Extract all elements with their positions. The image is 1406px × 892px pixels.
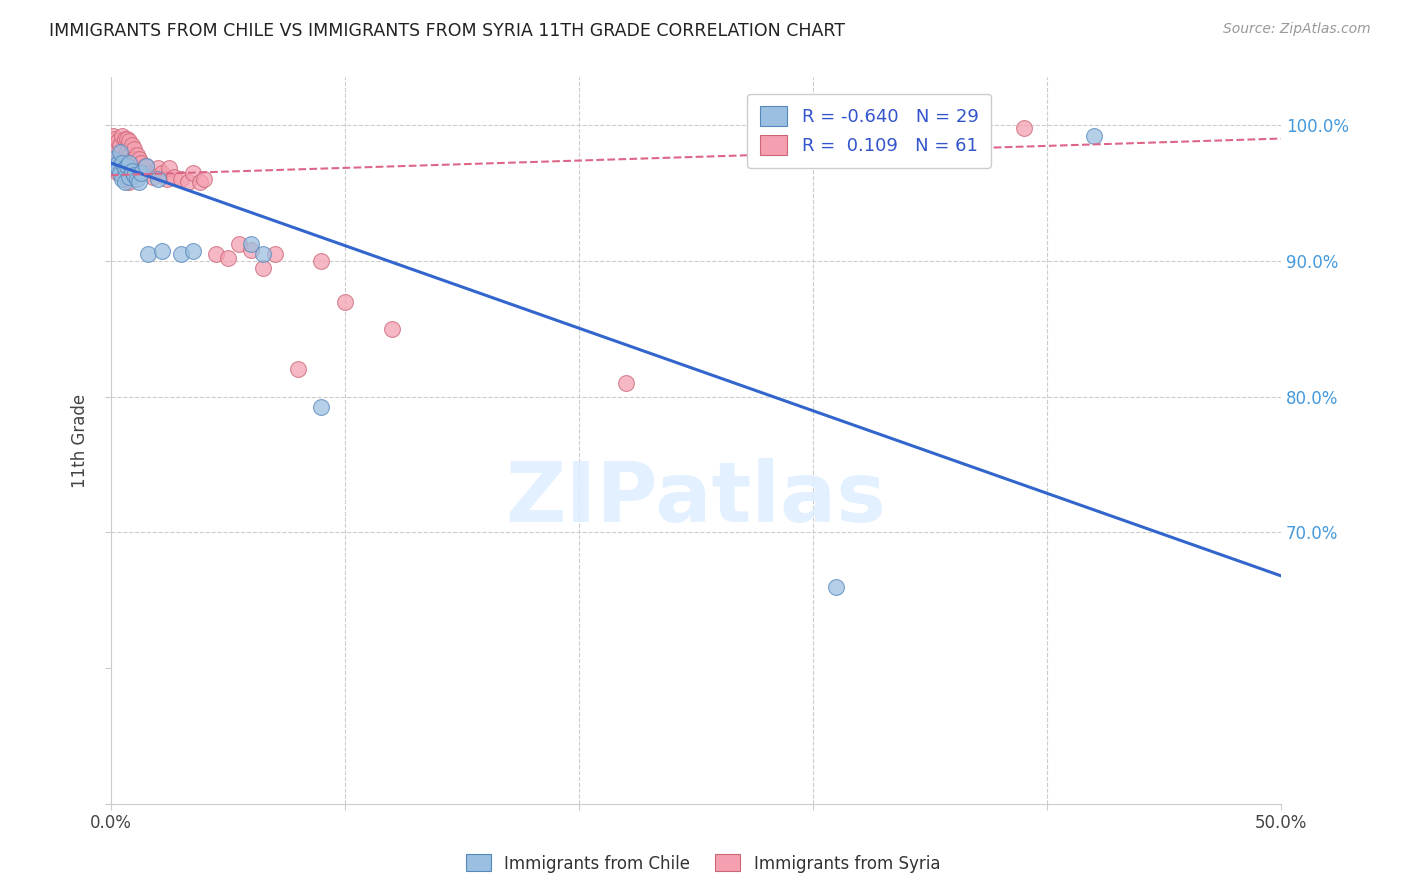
Point (111, 172, 134, 186)
Point (311, 401, 333, 415)
Point (156, 172, 179, 186)
Point (333, 294, 356, 309)
Point (1083, 128, 1105, 143)
Point (825, 580, 848, 594)
Point (118, 134, 141, 148)
Point (118, 169, 141, 184)
Point (132, 161, 155, 176)
Point (287, 362, 309, 376)
Point (135, 159, 157, 173)
Point (150, 244, 173, 259)
Point (240, 243, 263, 257)
Point (146, 161, 169, 176)
Point (114, 131, 136, 145)
Point (118, 148, 141, 162)
Point (107, 152, 129, 166)
Point (121, 165, 143, 179)
Point (115, 159, 138, 173)
Point (157, 161, 180, 176)
Point (118, 175, 141, 189)
Point (146, 172, 169, 186)
Point (614, 376, 637, 390)
Point (163, 169, 186, 184)
Point (252, 247, 274, 261)
Point (115, 131, 138, 145)
Point (115, 145, 138, 160)
Point (193, 172, 215, 186)
Point (135, 159, 157, 173)
Point (217, 251, 239, 265)
Point (125, 161, 148, 176)
Point (170, 172, 193, 186)
Point (170, 247, 193, 261)
Text: IMMIGRANTS FROM CHILE VS IMMIGRANTS FROM SYRIA 11TH GRADE CORRELATION CHART: IMMIGRANTS FROM CHILE VS IMMIGRANTS FROM… (49, 22, 845, 40)
Point (181, 244, 204, 259)
Point (114, 161, 136, 176)
Point (115, 159, 138, 173)
Point (111, 128, 134, 143)
Point (121, 138, 143, 153)
Point (107, 161, 129, 176)
Point (136, 165, 159, 179)
Point (228, 237, 250, 252)
Point (108, 138, 131, 153)
Point (121, 164, 143, 178)
Text: ZIPatlas: ZIPatlas (505, 458, 886, 540)
Point (125, 172, 148, 186)
Point (263, 247, 285, 261)
Point (114, 165, 136, 179)
Point (107, 156, 129, 170)
Point (142, 169, 165, 184)
Point (129, 156, 152, 170)
Point (181, 165, 204, 179)
Point (311, 253, 333, 268)
Point (108, 156, 131, 170)
Point (101, 152, 124, 166)
Point (108, 165, 131, 179)
Point (150, 165, 173, 179)
Point (122, 165, 145, 179)
Point (104, 159, 127, 173)
Point (111, 145, 134, 160)
Legend: Immigrants from Chile, Immigrants from Syria: Immigrants from Chile, Immigrants from S… (460, 847, 946, 880)
Point (115, 172, 138, 186)
Point (107, 165, 129, 179)
Point (111, 161, 134, 176)
Point (381, 321, 404, 335)
Point (188, 175, 211, 189)
Point (118, 156, 141, 170)
Point (177, 175, 200, 189)
Point (128, 165, 150, 179)
Point (104, 131, 127, 145)
Legend: R = -0.640   N = 29, R =  0.109   N = 61: R = -0.640 N = 29, R = 0.109 N = 61 (748, 94, 991, 168)
Point (129, 165, 152, 179)
Point (122, 168, 145, 182)
Point (122, 143, 145, 157)
Point (240, 237, 263, 252)
Point (128, 152, 150, 166)
Point (114, 175, 136, 189)
Y-axis label: 11th Grade: 11th Grade (72, 393, 89, 488)
Point (111, 156, 134, 170)
Point (101, 128, 124, 143)
Point (205, 247, 228, 261)
Point (114, 148, 136, 162)
Text: Source: ZipAtlas.com: Source: ZipAtlas.com (1223, 22, 1371, 37)
Point (1012, 120, 1035, 135)
Point (101, 148, 124, 162)
Point (136, 247, 159, 261)
Point (107, 134, 129, 148)
Point (122, 152, 145, 166)
Point (252, 260, 274, 275)
Point (118, 161, 141, 176)
Point (104, 159, 127, 173)
Point (125, 148, 148, 162)
Point (108, 145, 131, 160)
Point (128, 175, 150, 189)
Point (121, 152, 143, 166)
Point (104, 143, 127, 157)
